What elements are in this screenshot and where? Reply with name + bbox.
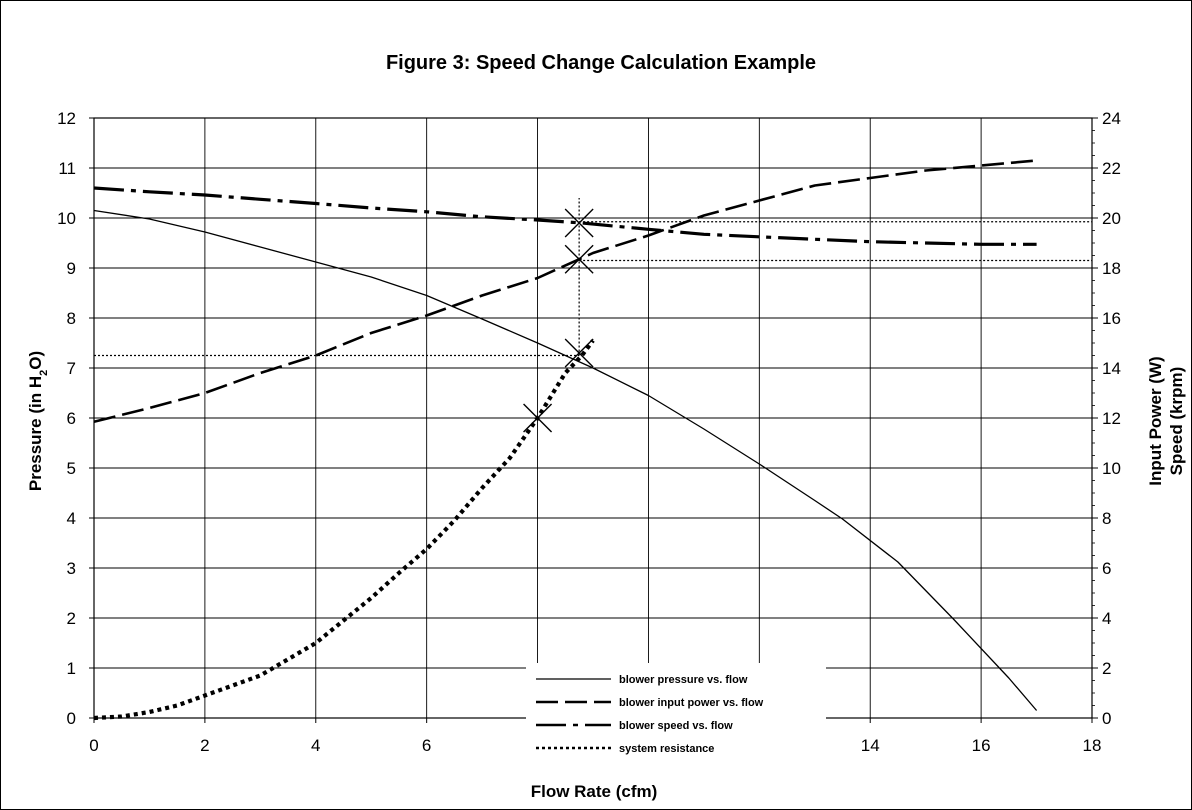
legend-label: blower speed vs. flow — [619, 720, 733, 732]
chart-title: Figure 3: Speed Change Calculation Examp… — [386, 52, 816, 74]
y2-tick-label: 2 — [1102, 659, 1111, 678]
x-tick-label: 2 — [200, 736, 209, 755]
y-tick-label: 1 — [67, 659, 76, 678]
y-tick-label: 5 — [67, 459, 76, 478]
y-tick-label: 9 — [67, 259, 76, 278]
y2-tick-label: 20 — [1102, 209, 1121, 228]
y-tick-label: 10 — [57, 209, 76, 228]
y2-axis-label-power: Input Power (W) — [1146, 356, 1165, 485]
legend-box — [526, 663, 826, 775]
y-axis-label-tail: O) — [26, 351, 45, 370]
x-marker — [564, 244, 594, 274]
y-tick-label: 12 — [57, 109, 76, 128]
y-tick-label: 11 — [58, 159, 76, 178]
y-tick-label: 7 — [67, 359, 76, 378]
legend-label: blower input power vs. flow — [619, 697, 764, 709]
x-tick-label: 6 — [422, 736, 431, 755]
y2-tick-label: 6 — [1102, 559, 1111, 578]
y2-tick-label: 10 — [1102, 459, 1121, 478]
y2-tick-label: 4 — [1102, 609, 1111, 628]
y2-tick-label: 18 — [1102, 259, 1121, 278]
y-tick-label: 4 — [67, 509, 76, 528]
y2-tick-label: 0 — [1102, 709, 1111, 728]
x-tick-label: 16 — [972, 736, 991, 755]
series-line-3 — [93, 186, 1037, 246]
reference-lines — [94, 198, 1092, 357]
legend-label: blower pressure vs. flow — [619, 674, 748, 686]
x-marker — [564, 208, 594, 238]
y2-tick-label: 22 — [1102, 159, 1121, 178]
x-marker — [523, 403, 553, 433]
y-tick-label: 3 — [67, 559, 76, 578]
y-tick-label: 0 — [67, 709, 76, 728]
grid — [93, 117, 1093, 719]
y-tick-label: 2 — [67, 609, 76, 628]
x-tick-label: 14 — [861, 736, 880, 755]
y2-tick-label: 12 — [1102, 409, 1121, 428]
markers-layer — [523, 208, 594, 433]
series-layer — [93, 159, 1038, 721]
series-line-1 — [93, 209, 1038, 711]
x-tick-label: 18 — [1083, 736, 1102, 755]
y2-tick-label: 14 — [1102, 359, 1121, 378]
y2-tick-label: 16 — [1102, 309, 1121, 328]
x-axis-label: Flow Rate (cfm) — [531, 782, 658, 801]
y-axis-label-main: Pressure (in H — [26, 376, 45, 491]
y-tick-label: 6 — [67, 409, 76, 428]
x-tick-label: 0 — [89, 736, 98, 755]
legend-label: system resistance — [619, 743, 714, 755]
series-line-4 — [93, 339, 595, 721]
y-tick-label: 8 — [67, 309, 76, 328]
series-line-2 — [93, 159, 1037, 424]
y-axis-label: Pressure (in H2O) — [26, 351, 50, 491]
y2-tick-label: 24 — [1102, 109, 1121, 128]
x-tick-label: 4 — [311, 736, 320, 755]
legend: blower pressure vs. flow blower input pow… — [526, 663, 826, 775]
x-marker — [564, 338, 594, 368]
y2-axis-label-speed: Speed (krpm) — [1167, 367, 1186, 476]
y2-tick-label: 8 — [1102, 509, 1111, 528]
y-axis-label-sub: 2 — [38, 370, 50, 376]
